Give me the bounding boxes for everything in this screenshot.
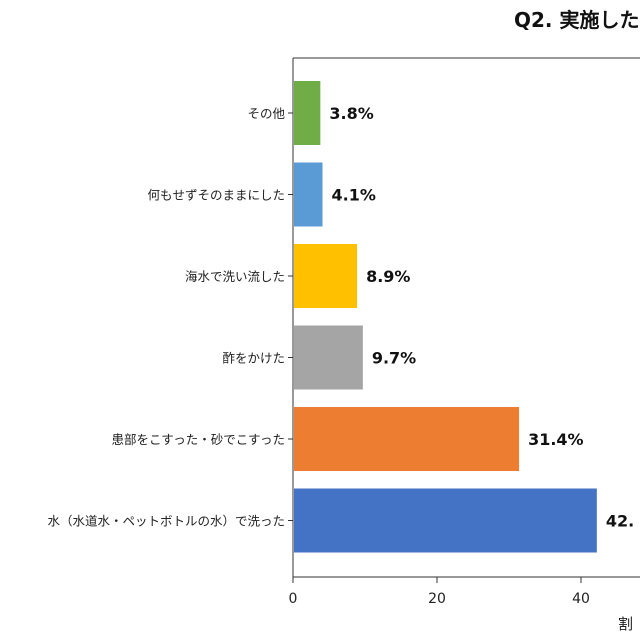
bar-1 xyxy=(294,162,323,227)
x-tick-label-1: 20 xyxy=(428,591,446,607)
x-tick-label-2: 40 xyxy=(572,591,590,607)
category-label-0: その他 xyxy=(247,106,285,121)
category-label-3: 酢をかけた xyxy=(222,351,285,366)
x-axis-title: 割 xyxy=(618,615,633,633)
bars-layer: その他 3.8% 何もせずそのままにした 4.1% 海水で洗い流した 8.9% 酢をかけた 9… xyxy=(47,81,634,553)
bar-3 xyxy=(294,325,363,390)
x-tick-label-0: 0 xyxy=(289,591,298,607)
value-label-1: 4.1% xyxy=(332,186,376,205)
category-label-4: 患部をこすった・砂でこすった xyxy=(111,432,285,447)
value-label-0: 3.8% xyxy=(329,104,373,123)
category-label-5: 水（水道水・ペットボトルの水）で洗った xyxy=(47,514,285,529)
x-ticks-layer: 0 20 40 xyxy=(289,577,590,607)
chart-title: Q2. 実施した xyxy=(514,8,639,32)
category-label-1: 何もせずそのままにした xyxy=(147,188,285,203)
category-label-2: 海水で洗い流した xyxy=(185,269,285,284)
bar-0 xyxy=(294,81,321,145)
bar-2 xyxy=(294,244,358,308)
value-label-2: 8.9% xyxy=(366,267,410,286)
bar-4 xyxy=(294,407,520,471)
value-label-5: 42. xyxy=(606,512,634,531)
value-label-4: 31.4% xyxy=(528,430,584,449)
bar-5 xyxy=(294,488,597,553)
value-label-3: 9.7% xyxy=(372,349,416,368)
